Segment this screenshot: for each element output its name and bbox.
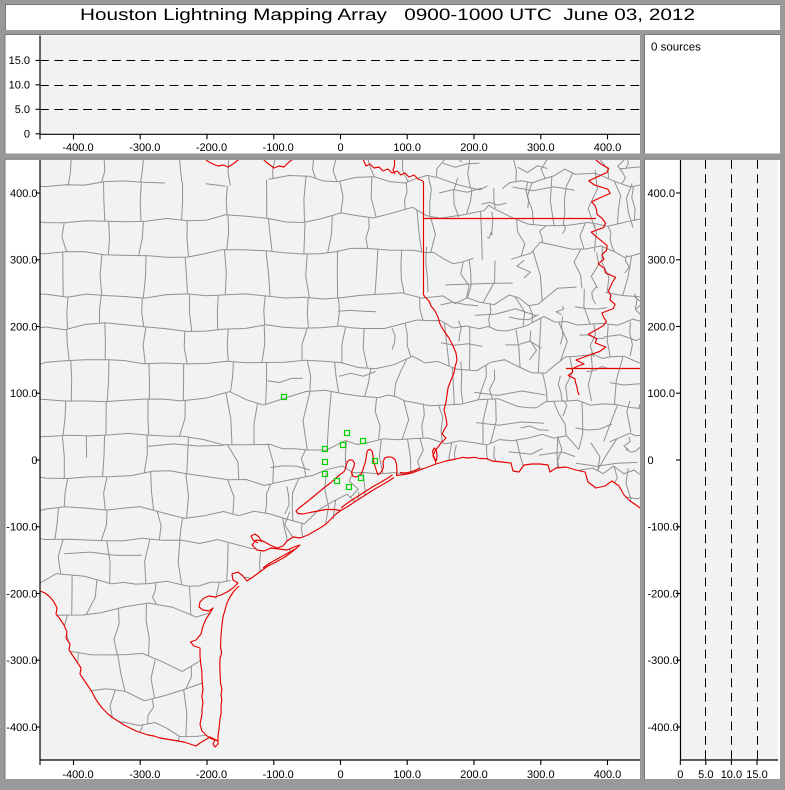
svg-text:200.0: 200.0 — [460, 142, 488, 154]
svg-text:-400.0: -400.0 — [648, 722, 679, 734]
svg-text:0: 0 — [677, 769, 683, 781]
svg-text:-100.0: -100.0 — [6, 522, 37, 534]
svg-text:100.0: 100.0 — [10, 388, 38, 400]
svg-text:10.0: 10.0 — [9, 80, 30, 92]
svg-text:5.0: 5.0 — [698, 769, 713, 781]
svg-text:Houston Lightning Mapping Arra: Houston Lightning Mapping Array 0900-100… — [80, 6, 695, 24]
svg-text:300.0: 300.0 — [527, 769, 555, 781]
svg-text:-300.0: -300.0 — [129, 769, 160, 781]
svg-text:0: 0 — [337, 142, 343, 154]
svg-text:200.0: 200.0 — [10, 321, 38, 333]
svg-text:0: 0 — [31, 455, 37, 467]
svg-text:-300.0: -300.0 — [6, 655, 37, 667]
svg-text:200.0: 200.0 — [460, 769, 488, 781]
svg-text:-200.0: -200.0 — [648, 588, 679, 600]
svg-text:15.0: 15.0 — [746, 769, 767, 781]
svg-text:100.0: 100.0 — [393, 769, 421, 781]
svg-text:100.0: 100.0 — [393, 142, 421, 154]
svg-text:-100.0: -100.0 — [263, 769, 294, 781]
svg-text:-100.0: -100.0 — [648, 522, 679, 534]
svg-text:5.0: 5.0 — [15, 104, 30, 116]
svg-text:0: 0 — [337, 769, 343, 781]
svg-text:-400.0: -400.0 — [62, 769, 93, 781]
svg-text:-300.0: -300.0 — [129, 142, 160, 154]
svg-text:-300.0: -300.0 — [648, 655, 679, 667]
svg-text:-200.0: -200.0 — [6, 588, 37, 600]
svg-text:-400.0: -400.0 — [6, 722, 37, 734]
svg-text:300.0: 300.0 — [527, 142, 555, 154]
svg-text:-100.0: -100.0 — [263, 142, 294, 154]
svg-text:10.0: 10.0 — [721, 769, 742, 781]
svg-text:300.0: 300.0 — [10, 255, 38, 267]
svg-text:400.0: 400.0 — [648, 188, 676, 200]
svg-text:15.0: 15.0 — [9, 55, 30, 67]
svg-text:-400.0: -400.0 — [62, 142, 93, 154]
svg-text:400.0: 400.0 — [594, 769, 622, 781]
svg-text:0: 0 — [648, 455, 654, 467]
svg-text:0: 0 — [24, 129, 30, 141]
svg-text:300.0: 300.0 — [648, 255, 676, 267]
svg-text:200.0: 200.0 — [648, 321, 676, 333]
svg-text:0 sources: 0 sources — [651, 42, 701, 54]
svg-text:100.0: 100.0 — [648, 388, 676, 400]
svg-text:-200.0: -200.0 — [196, 769, 227, 781]
svg-text:-200.0: -200.0 — [196, 142, 227, 154]
svg-text:400.0: 400.0 — [10, 188, 38, 200]
svg-text:400.0: 400.0 — [594, 142, 622, 154]
